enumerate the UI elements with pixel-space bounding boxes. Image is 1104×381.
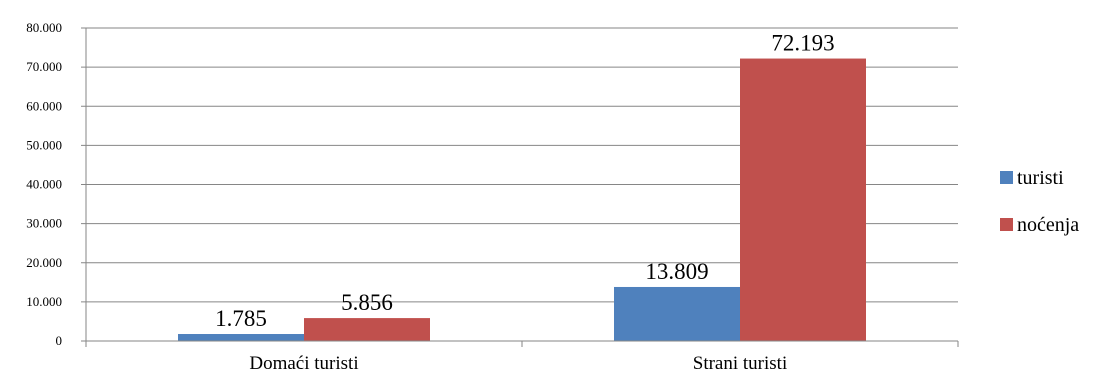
- y-tick-label: 80.000: [26, 20, 62, 35]
- bar-noćenja: [304, 318, 430, 341]
- gridlines: [86, 27, 958, 303]
- data-label: 72.193: [771, 31, 834, 56]
- axes: [85, 28, 959, 347]
- legend-swatch-noćenja: [1000, 218, 1013, 231]
- bar-noćenja: [740, 58, 866, 341]
- y-tick-label: 0: [56, 333, 63, 348]
- y-tick-label: 30.000: [26, 216, 62, 231]
- bar-turisti: [178, 334, 304, 341]
- y-tick-label: 40.000: [26, 177, 62, 192]
- y-axis-ticks: 0 10.000 20.000 30.000 40.000 50.000 60.000 70.…: [26, 20, 86, 348]
- y-tick-label: 20.000: [26, 255, 62, 270]
- y-tick-label: 70.000: [26, 59, 62, 74]
- legend-swatch-turisti: [1000, 171, 1013, 184]
- data-label: 13.809: [645, 259, 708, 284]
- legend: turisti noćenja: [1000, 167, 1079, 236]
- y-tick-label: 50.000: [26, 137, 62, 152]
- data-labels: 1.785 5.856 13.809 72.193: [215, 31, 835, 331]
- category-labels: Domaći turisti Strani turisti: [249, 353, 787, 374]
- y-tick-label: 10.000: [26, 294, 62, 309]
- bars: [178, 58, 866, 341]
- data-label: 5.856: [341, 290, 393, 315]
- bar-turisti: [614, 286, 740, 341]
- data-label: 1.785: [215, 306, 267, 331]
- category-label: Strani turisti: [693, 353, 787, 374]
- y-tick-label: 60.000: [26, 98, 62, 113]
- category-label: Domaći turisti: [249, 353, 358, 374]
- legend-label-turisti: turisti: [1017, 167, 1064, 189]
- legend-label-noćenja: noćenja: [1017, 214, 1079, 236]
